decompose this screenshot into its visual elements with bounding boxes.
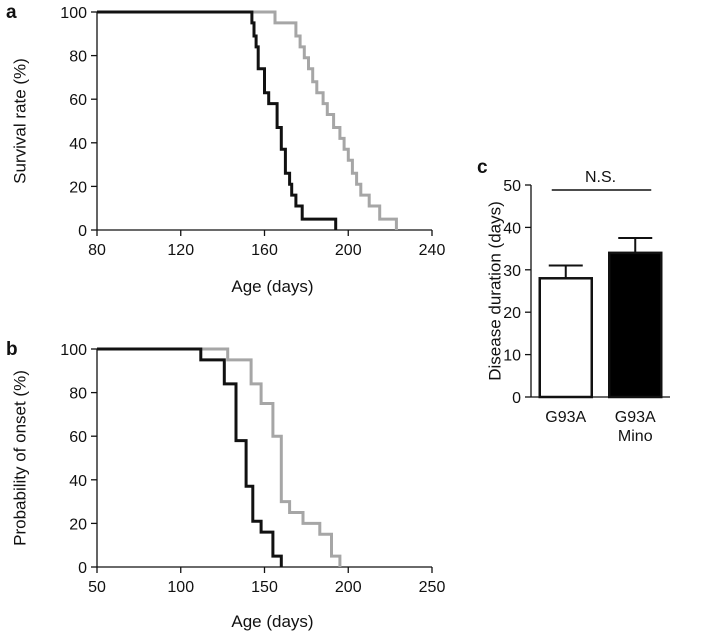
y-tick-label: 100 [60, 342, 87, 359]
x-tick-label: 160 [251, 242, 278, 259]
category-label: G93A [615, 409, 656, 426]
y-tick-label: 60 [69, 429, 87, 446]
x-axis-title: Age (days) [231, 612, 313, 631]
y-tick-label: 0 [78, 560, 87, 577]
x-tick-label: 80 [88, 242, 106, 259]
y-tick-label: 50 [503, 178, 521, 195]
panel-c: c 0 10 20 30 40 50 Disease duration (days) G93A G… [477, 157, 670, 445]
y-tick-label: 0 [78, 223, 87, 240]
panel-a: a 0 20 40 60 80 100 Survival rate (%) 80 120 160 20… [6, 2, 445, 296]
y-axis-title: Probability of onset (%) [11, 370, 30, 546]
x-tick-label: 50 [88, 579, 106, 596]
panel-b: b 0 20 40 60 80 100 Probability of onset (%) 50 1… [6, 339, 445, 631]
x-tick-label: 240 [419, 242, 446, 259]
panel-label-c: c [477, 157, 488, 178]
y-axis-title: Disease duration (days) [486, 201, 505, 381]
y-tick-label: 80 [69, 49, 87, 66]
bar-1 [538, 277, 593, 399]
series-line-gray [97, 347, 342, 567]
panel-label-b: b [6, 339, 18, 360]
y-tick-label: 40 [69, 473, 87, 490]
y-tick-label: 20 [69, 179, 87, 196]
y-axis-title: Survival rate (%) [11, 58, 30, 184]
x-tick-label: 200 [335, 242, 362, 259]
x-tick-label: 100 [167, 579, 194, 596]
y-tick-label: 60 [69, 92, 87, 109]
x-tick-label: 250 [419, 579, 446, 596]
y-tick-label: 20 [503, 305, 521, 322]
x-axis-title: Age (days) [231, 277, 313, 296]
bar-2 [608, 251, 663, 399]
y-tick-label: 100 [60, 5, 87, 22]
y-tick-label: 40 [503, 220, 521, 237]
y-tick-label: 0 [512, 390, 521, 407]
x-tick-label: 150 [251, 579, 278, 596]
x-tick-label: 120 [167, 242, 194, 259]
category-label: Mino [618, 428, 653, 445]
y-tick-label: 30 [503, 263, 521, 280]
x-tick-label: 200 [335, 579, 362, 596]
category-label: G93A [545, 409, 586, 426]
series-line-black [97, 10, 338, 230]
y-tick-label: 40 [69, 136, 87, 153]
y-tick-label: 20 [69, 516, 87, 533]
panel-label-a: a [6, 2, 17, 23]
y-tick-label: 80 [69, 386, 87, 403]
series-line-black [97, 347, 283, 567]
series-line-gray [97, 10, 398, 230]
significance-label: N.S. [585, 169, 616, 186]
y-tick-label: 10 [503, 348, 521, 365]
